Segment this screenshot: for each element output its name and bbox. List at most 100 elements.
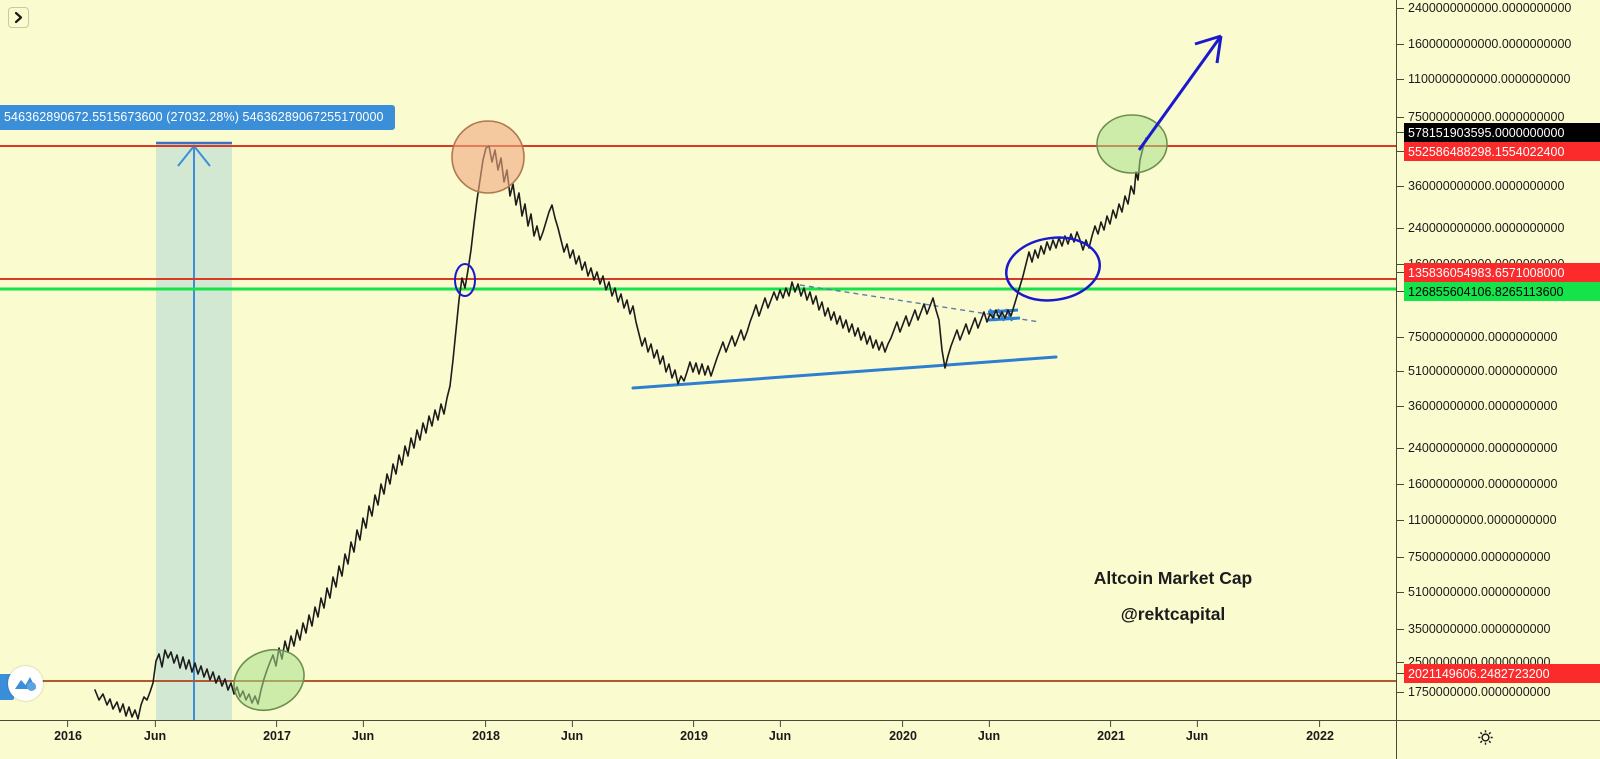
tick-mark xyxy=(988,721,990,727)
price-label-background: 135836054983.6571008000 xyxy=(1404,263,1600,282)
price-axis-tick-label: 360000000000.0000000000 xyxy=(1408,179,1565,193)
price-axis-tick: 750000000000.0000000000 xyxy=(1397,108,1564,126)
tick-mark xyxy=(1397,43,1404,45)
price-axis-tick-label: 3500000000.0000000000 xyxy=(1408,622,1551,636)
price-axis-tick-label: 7500000000.0000000000 xyxy=(1408,550,1551,564)
price-label-background: 578151903595.0000000000 xyxy=(1404,123,1600,142)
price-axis-tick-label: 126855604106.8265113600 xyxy=(1408,284,1564,299)
price-axis-tick-label: 1100000000000.0000000000 xyxy=(1408,72,1571,86)
price-axis-tick: 36000000000.0000000000 xyxy=(1397,397,1557,415)
price-line-series xyxy=(94,137,1147,720)
tick-mark xyxy=(67,721,69,727)
gear-icon xyxy=(1477,729,1493,745)
price-label-background: 2021149606.2482723200 xyxy=(1404,664,1600,683)
price-axis-tick-label: 240000000000.0000000000 xyxy=(1408,221,1565,235)
price-axis-tick: 16000000000.0000000000 xyxy=(1397,475,1557,493)
time-axis-tick-label: 2021 xyxy=(1097,729,1125,743)
time-axis[interactable]: 2016 Jun 2017 Jun 2018 Jun 2019 Jun 2020 Jun 2021 J… xyxy=(0,720,1600,759)
logo-circle xyxy=(8,666,43,701)
price-axis-tick-label: 2021149606.2482723200 xyxy=(1408,666,1550,681)
time-axis-tick-label: Jun xyxy=(1185,729,1209,743)
time-axis-tick-label: 2017 xyxy=(263,729,291,743)
time-axis-tick-label: Jun xyxy=(351,729,375,743)
price-level-label[interactable]: 552586488298.1554022400 xyxy=(1397,142,1600,161)
measurement-tool-badge[interactable]: 546362890672.5515673600 (27032.28%) 5463… xyxy=(0,105,395,130)
price-level-label[interactable]: 135836054983.6571008000 xyxy=(1397,263,1600,282)
time-axis-tick-label: 2019 xyxy=(680,729,708,743)
chevron-right-icon xyxy=(14,11,23,24)
tick-mark xyxy=(1397,661,1404,663)
current-price-label[interactable]: 578151903595.0000000000 xyxy=(1397,123,1600,142)
price-axis-tick-label: 75000000000.0000000000 xyxy=(1408,330,1558,344)
tick-mark xyxy=(1397,185,1404,187)
tick-mark xyxy=(1397,227,1404,229)
tick-mark xyxy=(1319,721,1321,727)
tick-mark xyxy=(1397,336,1404,338)
tick-mark xyxy=(1397,272,1404,273)
price-axis-tick-label: 51000000000.0000000000 xyxy=(1408,364,1558,378)
time-axis-tick: 2021 xyxy=(1097,721,1125,743)
tick-mark xyxy=(1397,519,1404,521)
tick-mark xyxy=(1397,483,1404,485)
tick-mark xyxy=(1110,721,1112,727)
breakout-retest-2017-ellipse xyxy=(454,263,476,297)
tick-mark xyxy=(1397,132,1404,133)
tick-mark xyxy=(1397,628,1404,630)
axis-corner-divider xyxy=(1396,720,1397,759)
price-label-background: 126855604106.8265113600 xyxy=(1404,282,1600,301)
time-axis-tick-label: Jun xyxy=(977,729,1001,743)
price-axis-tick: 3500000000.0000000000 xyxy=(1397,620,1551,638)
measurement-range-annotation[interactable] xyxy=(156,141,232,720)
price-axis-tick-label: 5100000000.0000000000 xyxy=(1408,585,1551,599)
time-axis-tick: 2016 xyxy=(54,721,82,743)
tick-mark xyxy=(276,721,278,727)
tick-mark xyxy=(1397,116,1404,118)
brand-logo[interactable] xyxy=(0,666,43,701)
price-axis-tick-label: 1750000000.0000000000 xyxy=(1408,685,1551,699)
tick-mark xyxy=(1397,370,1404,372)
price-level-label[interactable]: 126855604106.8265113600 xyxy=(1397,282,1600,301)
time-axis-tick: Jun xyxy=(352,721,374,743)
price-axis-tick: 75000000000.0000000000 xyxy=(1397,328,1557,346)
tick-mark xyxy=(1397,263,1404,265)
tick-mark xyxy=(779,721,781,727)
time-axis-tick-label: Jun xyxy=(560,729,584,743)
consolidation-2020-ellipse xyxy=(1005,236,1101,302)
tick-mark xyxy=(693,721,695,727)
time-axis-tick: 2017 xyxy=(263,721,291,743)
price-axis[interactable]: 2400000000000.0000000000 1600000000000.00… xyxy=(1396,0,1600,720)
price-label-background: 552586488298.1554022400 xyxy=(1404,142,1600,161)
price-axis-tick-label: 2400000000000.0000000000 xyxy=(1408,1,1572,15)
price-axis-tick-label: 16000000000.0000000000 xyxy=(1408,477,1558,491)
time-axis-tick: Jun xyxy=(769,721,791,743)
cycle-top-2018-circle xyxy=(451,120,525,194)
tick-mark xyxy=(1397,151,1404,152)
expand-panel-button[interactable] xyxy=(8,7,29,28)
price-axis-tick: 24000000000.0000000000 xyxy=(1397,439,1557,457)
tick-mark xyxy=(1397,673,1404,674)
tick-mark xyxy=(902,721,904,727)
price-axis-tick-label: 135836054983.6571008000 xyxy=(1408,265,1565,280)
time-axis-tick-label: 2020 xyxy=(889,729,917,743)
price-level-label[interactable]: 2021149606.2482723200 xyxy=(1397,664,1600,683)
price-axis-tick-label: 24000000000.0000000000 xyxy=(1408,441,1558,455)
chart-settings-button[interactable] xyxy=(1474,726,1496,748)
tick-mark xyxy=(362,721,364,727)
price-axis-tick-label: 750000000000.0000000000 xyxy=(1408,110,1565,124)
tick-mark xyxy=(1397,556,1404,558)
tick-mark xyxy=(485,721,487,727)
time-axis-tick: Jun xyxy=(561,721,583,743)
price-axis-tick: 2400000000000.0000000000 xyxy=(1397,0,1571,17)
price-axis-tick: 11000000000.0000000000 xyxy=(1397,511,1557,529)
price-axis-tick: 51000000000.0000000000 xyxy=(1397,362,1557,380)
price-axis-tick-label: 36000000000.0000000000 xyxy=(1408,399,1558,413)
time-axis-tick-label: 2018 xyxy=(472,729,500,743)
price-axis-tick: 1100000000000.0000000000 xyxy=(1397,70,1570,88)
accumulation-zone-2017-ellipse xyxy=(233,648,305,712)
time-axis-tick: Jun xyxy=(978,721,1000,743)
ascending-support-trendline xyxy=(631,355,1058,390)
projection-arrow-annotation[interactable] xyxy=(1137,34,1223,151)
tick-mark xyxy=(1397,591,1404,593)
chart-plot-area[interactable] xyxy=(0,0,1396,720)
